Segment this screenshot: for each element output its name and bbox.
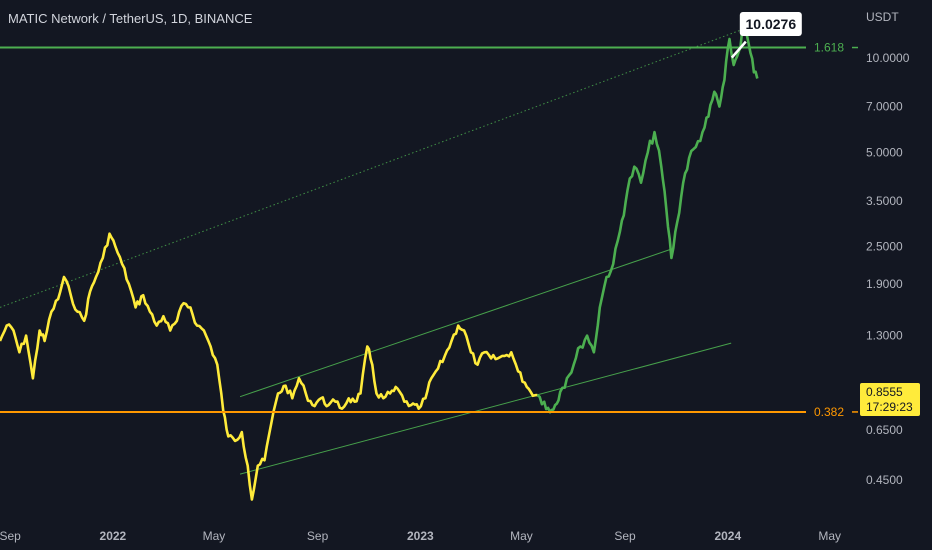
chart-title: MATIC Network / TetherUS, 1D, BINANCE xyxy=(8,11,253,26)
trend-lines xyxy=(0,21,762,475)
y-tick-label: 10.0000 xyxy=(866,51,910,65)
callout-value: 10.0276 xyxy=(746,16,797,32)
currency-label: USDT xyxy=(866,10,899,24)
y-tick-label: 2.5000 xyxy=(866,240,903,254)
bar-countdown: 17:29:23 xyxy=(866,400,913,414)
series-line-yellow xyxy=(0,232,538,501)
x-tick-label: May xyxy=(203,529,226,543)
y-tick-label: 1.9000 xyxy=(866,277,903,291)
channel-line xyxy=(239,248,671,398)
x-tick-label: May xyxy=(818,529,841,543)
y-tick-label: 1.3000 xyxy=(866,329,903,343)
chart-overlays: 10.0276 xyxy=(730,12,802,59)
last-price-value: 0.8555 xyxy=(866,385,903,399)
callout-box xyxy=(739,12,802,36)
y-tick-label: 7.0000 xyxy=(866,100,903,114)
y-tick-label: 5.0000 xyxy=(866,145,903,159)
x-tick-label: Sep xyxy=(307,529,329,543)
price-series xyxy=(0,26,759,501)
fib-level-label-0-382: 0.382 xyxy=(814,405,844,419)
y-tick-label: 0.4500 xyxy=(866,473,903,487)
x-tick-label: May xyxy=(510,529,533,543)
x-tick-label: Sep xyxy=(0,529,21,543)
last-price-badge xyxy=(860,383,920,416)
callout-arrow xyxy=(730,40,747,59)
fib-level-label-1-618: 1.618 xyxy=(814,41,844,55)
x-tick-label: 2023 xyxy=(407,529,434,543)
x-tick-label: 2022 xyxy=(100,529,127,543)
fib-levels[interactable]: 1.618 0.382 xyxy=(0,41,858,419)
time-axis[interactable]: Sep 2022 May Sep 2023 May Sep 2024 May xyxy=(0,529,841,543)
series-line-green xyxy=(536,26,759,414)
x-tick-label: 2024 xyxy=(714,529,741,543)
price-axis[interactable]: USDT 10.0000 7.0000 5.0000 3.5000 2.5000 1.900… xyxy=(860,10,920,487)
y-tick-label: 0.6500 xyxy=(866,423,903,437)
y-tick-label: 3.5000 xyxy=(866,194,903,208)
channel-line xyxy=(239,342,732,475)
x-tick-label: Sep xyxy=(614,529,636,543)
